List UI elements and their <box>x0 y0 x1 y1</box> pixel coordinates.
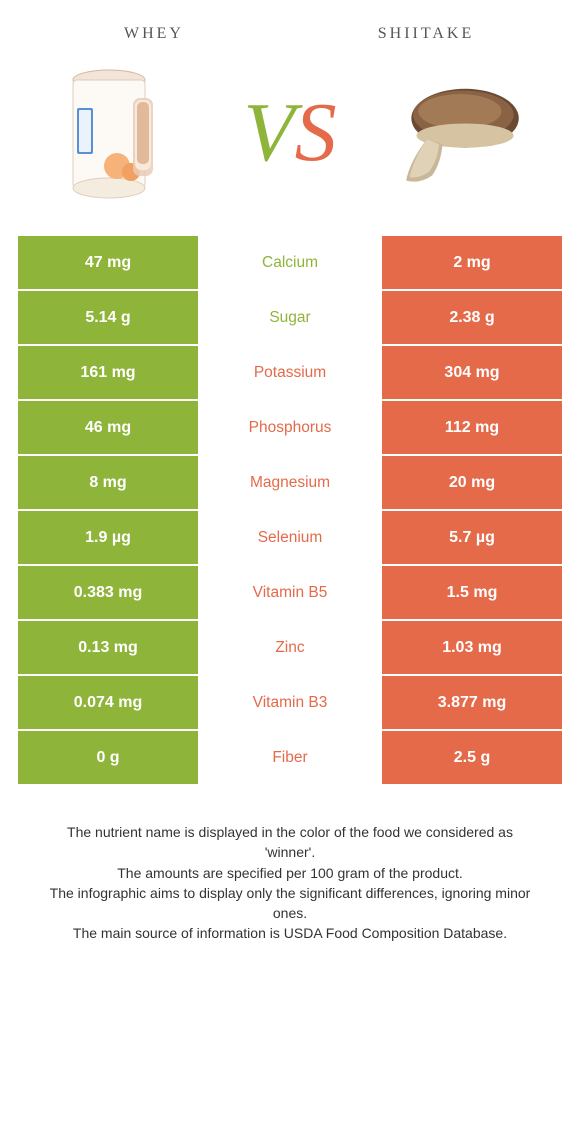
nutrient-row: 8 mgMagnesium20 mg <box>18 454 562 509</box>
nutrient-label: Vitamin B5 <box>198 564 382 619</box>
nutrient-row: 5.14 gSugar2.38 g <box>18 289 562 344</box>
right-value: 2.5 g <box>382 729 562 784</box>
nutrient-label: Magnesium <box>198 454 382 509</box>
left-value: 0.13 mg <box>18 619 198 674</box>
right-value: 1.5 mg <box>382 564 562 619</box>
left-value: 1.9 µg <box>18 509 198 564</box>
footer-line: The nutrient name is displayed in the co… <box>46 822 534 863</box>
nutrient-row: 0.074 mgVitamin B33.877 mg <box>18 674 562 729</box>
left-value: 0.383 mg <box>18 564 198 619</box>
header: whey shiitake <box>18 10 562 58</box>
left-value: 0.074 mg <box>18 674 198 729</box>
nutrient-label: Zinc <box>198 619 382 674</box>
nutrient-label: Potassium <box>198 344 382 399</box>
right-value: 1.03 mg <box>382 619 562 674</box>
right-food-title: shiitake <box>290 18 562 44</box>
nutrient-label: Phosphorus <box>198 399 382 454</box>
left-value: 46 mg <box>18 399 198 454</box>
whey-image <box>56 58 186 208</box>
vs-s: S <box>295 91 337 175</box>
right-value: 2 mg <box>382 234 562 289</box>
footer-line: The infographic aims to display only the… <box>46 883 534 924</box>
nutrient-label: Vitamin B3 <box>198 674 382 729</box>
right-value: 112 mg <box>382 399 562 454</box>
nutrient-row: 0.383 mgVitamin B51.5 mg <box>18 564 562 619</box>
footer-notes: The nutrient name is displayed in the co… <box>18 784 562 944</box>
footer-line: The main source of information is USDA F… <box>46 923 534 943</box>
nutrient-label: Fiber <box>198 729 382 784</box>
left-value: 0 g <box>18 729 198 784</box>
footer-line: The amounts are specified per 100 gram o… <box>46 863 534 883</box>
nutrient-label: Sugar <box>198 289 382 344</box>
nutrient-label: Calcium <box>198 234 382 289</box>
image-row: VS <box>18 58 562 234</box>
nutrient-label: Selenium <box>198 509 382 564</box>
left-value: 8 mg <box>18 454 198 509</box>
right-value: 304 mg <box>382 344 562 399</box>
left-value: 5.14 g <box>18 289 198 344</box>
left-food-title: whey <box>18 18 290 44</box>
nutrient-row: 0.13 mgZinc1.03 mg <box>18 619 562 674</box>
left-value: 161 mg <box>18 344 198 399</box>
nutrient-row: 46 mgPhosphorus112 mg <box>18 399 562 454</box>
left-value: 47 mg <box>18 234 198 289</box>
vs-label: VS <box>243 91 336 175</box>
nutrient-row: 47 mgCalcium2 mg <box>18 234 562 289</box>
nutrient-row: 1.9 µgSelenium5.7 µg <box>18 509 562 564</box>
right-value: 20 mg <box>382 454 562 509</box>
nutrient-table: 47 mgCalcium2 mg5.14 gSugar2.38 g161 mgP… <box>18 234 562 784</box>
right-value: 2.38 g <box>382 289 562 344</box>
right-value: 5.7 µg <box>382 509 562 564</box>
vs-v: V <box>243 91 294 175</box>
nutrient-row: 161 mgPotassium304 mg <box>18 344 562 399</box>
shiitake-image <box>394 58 524 208</box>
nutrient-row: 0 gFiber2.5 g <box>18 729 562 784</box>
right-value: 3.877 mg <box>382 674 562 729</box>
